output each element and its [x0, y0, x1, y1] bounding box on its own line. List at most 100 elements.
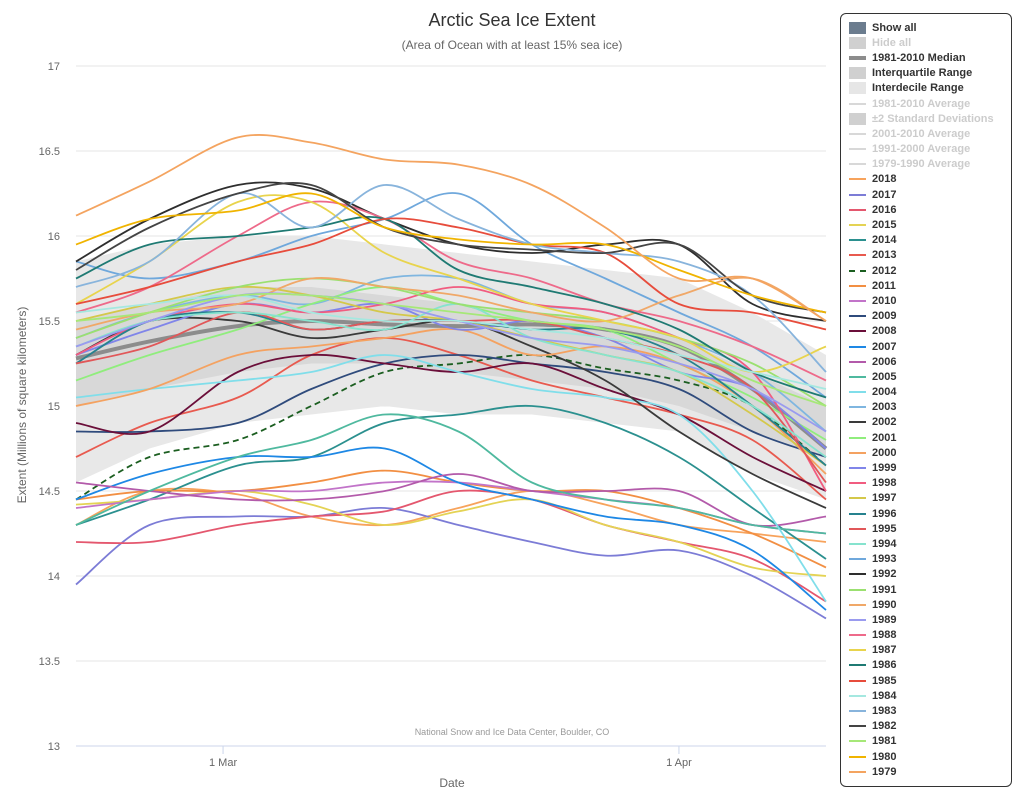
series-line-2009[interactable] — [75, 354, 827, 458]
legend-item-1993[interactable]: 1993 — [849, 552, 1003, 567]
legend-item-1979[interactable]: 1979 — [849, 764, 1003, 779]
legend-label: 1994 — [872, 537, 897, 550]
legend-item-2012[interactable]: 2012 — [849, 263, 1003, 278]
legend-item-2008[interactable]: 2008 — [849, 324, 1003, 339]
legend-item-2015[interactable]: 2015 — [849, 217, 1003, 232]
series-line-2011[interactable] — [75, 469, 827, 569]
legend-item-1979-1990-average[interactable]: 1979-1990 Average — [849, 157, 1003, 172]
legend-item-2013[interactable]: 2013 — [849, 248, 1003, 263]
legend-item-1998[interactable]: 1998 — [849, 476, 1003, 491]
legend-label: 1995 — [872, 522, 897, 535]
series-line-2012[interactable] — [75, 354, 827, 501]
legend-symbol — [849, 204, 866, 216]
legend-item-2000[interactable]: 2000 — [849, 445, 1003, 460]
legend-item-2005[interactable]: 2005 — [849, 369, 1003, 384]
legend-item-hide-all[interactable]: Hide all — [849, 35, 1003, 50]
legend-item-1986[interactable]: 1986 — [849, 658, 1003, 673]
y-tick-label: 14 — [48, 571, 60, 583]
legend-item-2-standard-deviations[interactable]: ±2 Standard Deviations — [849, 111, 1003, 126]
legend-item-interdecile-range[interactable]: Interdecile Range — [849, 81, 1003, 96]
series-line-1988[interactable] — [75, 200, 827, 382]
series-line-1987[interactable] — [75, 194, 827, 373]
series-line-1985[interactable] — [75, 217, 827, 331]
legend-item-1982[interactable]: 1982 — [849, 719, 1003, 734]
legend-symbol — [849, 447, 866, 459]
legend-item-2004[interactable]: 2004 — [849, 385, 1003, 400]
legend-item-1984[interactable]: 1984 — [849, 688, 1003, 703]
series-line-1979[interactable] — [75, 134, 827, 322]
legend-symbol — [849, 614, 866, 626]
series-line-2005[interactable] — [75, 413, 827, 535]
legend-symbol — [849, 462, 866, 474]
series-line-1983[interactable] — [75, 184, 827, 373]
series-line-1981[interactable] — [75, 292, 827, 407]
legend-label: Interquartile Range — [872, 67, 973, 80]
legend-item-1981-2010-median[interactable]: 1981-2010 Median — [849, 50, 1003, 65]
legend-item-2018[interactable]: 2018 — [849, 172, 1003, 187]
legend-item-2014[interactable]: 2014 — [849, 233, 1003, 248]
legend-item-2009[interactable]: 2009 — [849, 309, 1003, 324]
legend-item-1989[interactable]: 1989 — [849, 612, 1003, 627]
chart-area: 13 13.5 14 14.5 15 15.5 16 16.5 17 1 Mar 1 Apr Arc… — [15, 10, 828, 790]
legend-item-2001[interactable]: 2001 — [849, 430, 1003, 445]
legend-item-2007[interactable]: 2007 — [849, 339, 1003, 354]
legend-item-1997[interactable]: 1997 — [849, 491, 1003, 506]
series-line-2017[interactable] — [75, 506, 827, 620]
legend-label: 2012 — [872, 264, 897, 277]
legend-item-2016[interactable]: 2016 — [849, 202, 1003, 217]
series-line-2004[interactable] — [75, 354, 827, 603]
legend-item-1995[interactable]: 1995 — [849, 521, 1003, 536]
legend-item-2010[interactable]: 2010 — [849, 293, 1003, 308]
legend-item-1983[interactable]: 1983 — [849, 703, 1003, 718]
series-line-1984[interactable] — [75, 294, 827, 390]
series-line-1999[interactable] — [75, 302, 827, 450]
legend-symbol — [849, 52, 866, 64]
x-tick-label: 1 Apr — [666, 757, 692, 769]
series-line-2007[interactable] — [75, 446, 827, 611]
legend-symbol — [849, 538, 866, 550]
y-tick-label: 16 — [48, 231, 60, 243]
series-line-2014[interactable] — [75, 404, 827, 560]
legend-item-2011[interactable]: 2011 — [849, 278, 1003, 293]
legend-label: 2013 — [872, 249, 897, 262]
legend-item-interquartile-range[interactable]: Interquartile Range — [849, 66, 1003, 81]
legend-item-2001-2010-average[interactable]: 2001-2010 Average — [849, 126, 1003, 141]
legend-symbol — [849, 21, 866, 34]
series-line-1991[interactable] — [75, 277, 827, 407]
series-line-2006[interactable] — [75, 473, 827, 527]
legend-symbol — [849, 401, 866, 413]
legend-symbol — [849, 295, 866, 307]
series-line-2018[interactable] — [75, 487, 827, 543]
series-line-1990[interactable] — [75, 276, 827, 331]
series-line-1980[interactable] — [75, 192, 827, 314]
series-layer — [75, 134, 828, 620]
legend-item-1999[interactable]: 1999 — [849, 460, 1003, 475]
legend-item-1980[interactable]: 1980 — [849, 749, 1003, 764]
legend-symbol — [849, 234, 866, 246]
legend-item-1991[interactable]: 1991 — [849, 582, 1003, 597]
legend-item-1991-2000-average[interactable]: 1991-2000 Average — [849, 142, 1003, 157]
legend-item-1992[interactable]: 1992 — [849, 567, 1003, 582]
legend-item-2003[interactable]: 2003 — [849, 400, 1003, 415]
legend-item-show-all[interactable]: Show all — [849, 20, 1003, 35]
legend-item-2006[interactable]: 2006 — [849, 354, 1003, 369]
legend-label: 1993 — [872, 553, 897, 566]
legend-item-1987[interactable]: 1987 — [849, 643, 1003, 658]
legend-label: 1981-2010 Median — [872, 51, 966, 64]
series-line-1982[interactable] — [75, 182, 827, 314]
chart-svg: 13 13.5 14 14.5 15 15.5 16 16.5 17 1 Mar 1 Apr Arc… — [15, 10, 828, 790]
legend-item-1981[interactable]: 1981 — [849, 734, 1003, 749]
legend-item-1994[interactable]: 1994 — [849, 536, 1003, 551]
legend-item-1996[interactable]: 1996 — [849, 506, 1003, 521]
legend-item-1990[interactable]: 1990 — [849, 597, 1003, 612]
series-line-2016[interactable] — [75, 489, 827, 603]
series-line-1986[interactable] — [75, 215, 827, 399]
legend-symbol — [849, 720, 866, 732]
legend-label: 1986 — [872, 659, 897, 672]
legend-item-1985[interactable]: 1985 — [849, 673, 1003, 688]
legend-item-1981-2010-average[interactable]: 1981-2010 Average — [849, 96, 1003, 111]
legend-item-1988[interactable]: 1988 — [849, 628, 1003, 643]
legend-item-2002[interactable]: 2002 — [849, 415, 1003, 430]
legend-symbol — [849, 280, 866, 292]
legend-item-2017[interactable]: 2017 — [849, 187, 1003, 202]
